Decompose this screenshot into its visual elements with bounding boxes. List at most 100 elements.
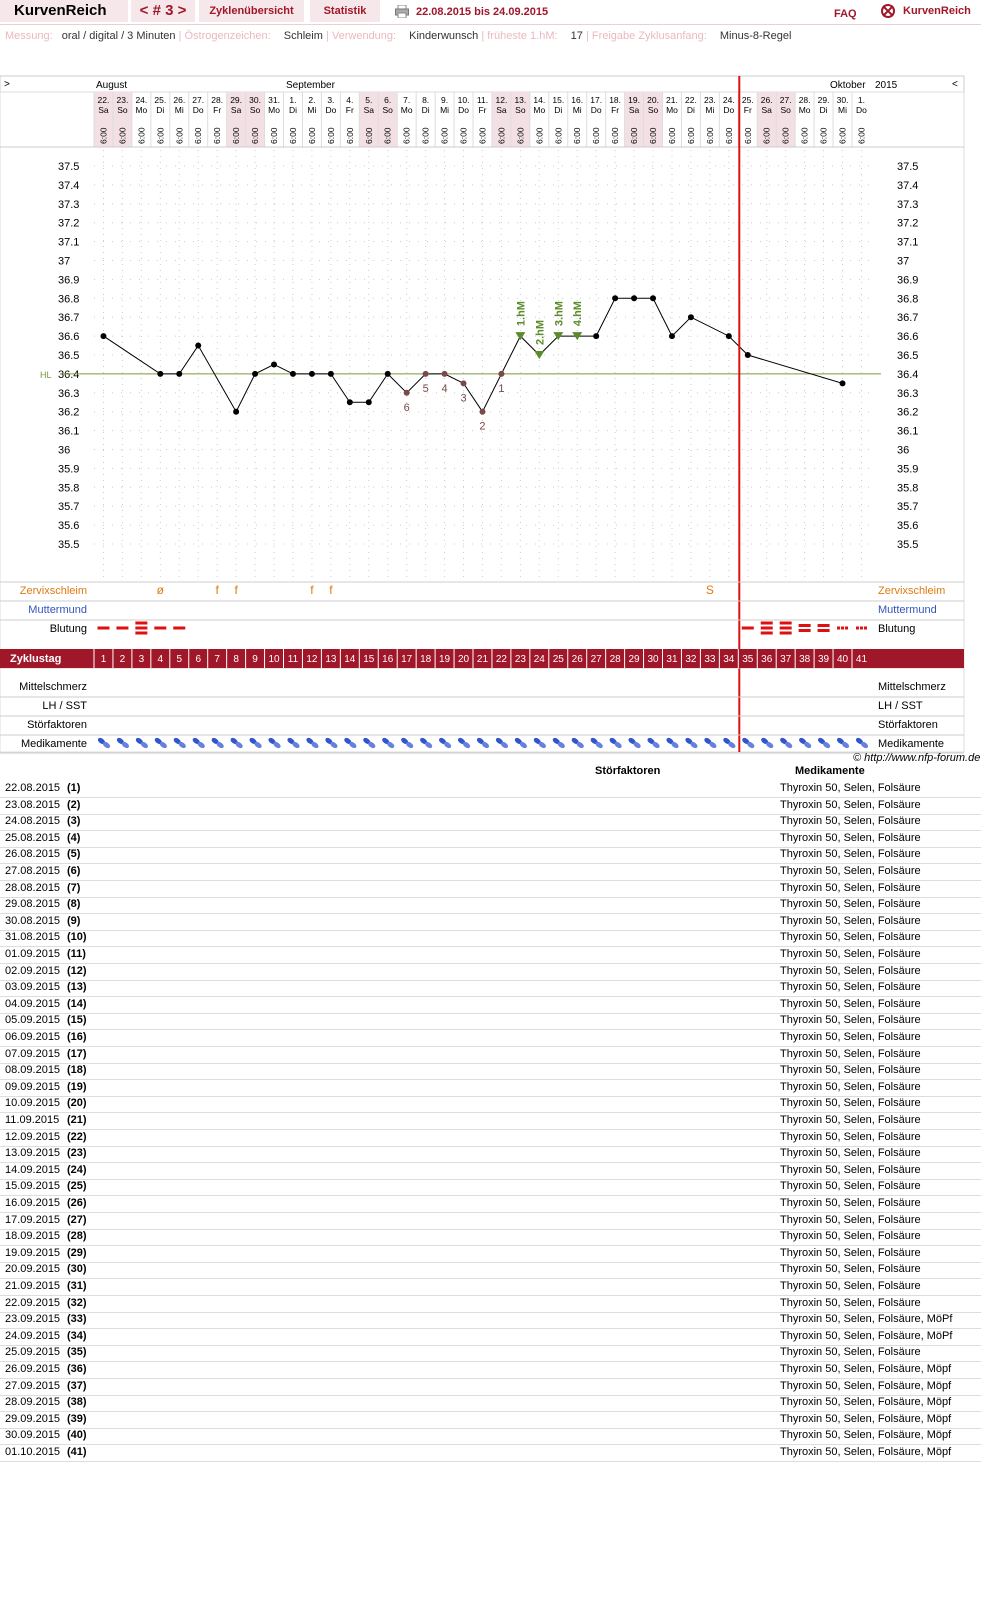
bleeding-spotting (845, 626, 849, 630)
medikamente-label-left: Medikamente (21, 738, 87, 750)
row-date: 14.09.2015 (5, 1163, 61, 1176)
pill-icon (135, 737, 143, 745)
time-label: 6:00 (383, 127, 393, 144)
y-tick-left: 37.3 (58, 199, 79, 211)
row-medication: Thyroxin 50, Selen, Folsäure (780, 848, 921, 861)
cycle-day-number: 40 (837, 654, 849, 665)
pill-icon (633, 741, 641, 749)
zervix-entry: f (329, 583, 333, 597)
weekday-label: Mo (135, 105, 147, 115)
pill-icon (723, 737, 731, 745)
muttermund-label-right: Muttermund (878, 604, 937, 616)
time-label: 6:00 (534, 127, 544, 144)
pill-icon (855, 737, 864, 745)
temperature-point (233, 408, 240, 415)
tab-statistics[interactable]: Statistik (310, 0, 380, 22)
print-icon[interactable] (395, 5, 409, 18)
lower-measurement-point (403, 389, 410, 396)
messung-label: Messung: (5, 30, 53, 42)
row-date: 23.09.2015 (5, 1313, 61, 1326)
weekend-shade (245, 92, 265, 147)
pill-icon (747, 741, 755, 749)
higher-measurement-marker (553, 332, 564, 341)
weekday-label: Di (289, 105, 297, 115)
y-tick-right: 35.8 (897, 482, 918, 494)
pill-icon (254, 741, 262, 749)
temperature-chart: > <August September Oktober 201522.Sa6:0023.… (0, 75, 965, 754)
cycle-day-number: 38 (799, 654, 811, 665)
row-cycle-day: (8) (67, 898, 81, 911)
row-medication: Thyroxin 50, Selen, Folsäure (780, 1296, 921, 1309)
row-medication: Thyroxin 50, Selen, Folsäure (780, 1163, 921, 1176)
verwendung-value: Kinderwunsch (409, 30, 479, 42)
bleeding-mark (760, 626, 773, 630)
pill-icon (230, 737, 238, 745)
date-label: 7. (403, 95, 410, 105)
cycle-day-number: 32 (685, 654, 697, 665)
y-tick-right: 37.3 (897, 199, 918, 211)
row-date: 17.09.2015 (5, 1213, 61, 1226)
time-label: 6:00 (307, 127, 317, 144)
lower-measurement-point (422, 370, 429, 377)
pill-icon (406, 741, 414, 749)
temperature-point (744, 352, 751, 358)
cycle-day-number: 39 (818, 654, 830, 665)
bleeding-mark (154, 626, 167, 630)
weekend-shade (112, 92, 132, 147)
temperature-point (271, 361, 278, 368)
cycle-day-number: 21 (477, 654, 489, 665)
table-row: 30.08.2015 (9) Thyroxin 50, Selen, Folsäur… (0, 913, 981, 931)
pill-icon (401, 737, 409, 745)
mittelschmerz-label-left: Mittelschmerz (19, 681, 87, 693)
cycle-day-number: 20 (458, 654, 470, 665)
row-date: 21.09.2015 (5, 1280, 61, 1292)
row-date: 05.09.2015 (5, 1014, 61, 1027)
cycle-day-number: 34 (723, 654, 735, 665)
y-tick-left: 36.8 (58, 293, 79, 305)
lower-measurement-point (498, 370, 505, 377)
table-row: 19.09.2015 (29) Thyroxin 50, Selen, Folsäu… (0, 1245, 981, 1263)
pill-icon (211, 737, 219, 745)
brand-title[interactable]: KurvenReich (0, 0, 128, 22)
bleeding-mark (779, 621, 792, 625)
cycle-day-number: 18 (420, 654, 432, 665)
time-label: 6:00 (515, 127, 525, 144)
row-date: 13.09.2015 (5, 1147, 61, 1160)
row-cycle-day: (29) (67, 1246, 87, 1259)
cycle-selector[interactable]: < # 3 > (131, 0, 195, 22)
table-row: 21.09.2015 (31) Thyroxin 50, Selen, Folsäu… (0, 1278, 981, 1296)
cycle-day-number: 6 (195, 654, 201, 665)
weekday-label: Sa (364, 105, 375, 115)
lower-measurement-point (441, 370, 448, 377)
weekday-label: Fr (346, 105, 354, 115)
month-label-august: August (96, 80, 127, 91)
bleeding-mark (798, 624, 811, 627)
weekday-label: Mo (799, 105, 811, 115)
date-label: 17. (590, 95, 602, 105)
table-row: 23.08.2015 (2) Thyroxin 50, Selen, Folsäur… (0, 797, 981, 815)
row-date: 28.08.2015 (5, 881, 61, 894)
lower-measurement-label: 4 (442, 383, 448, 395)
table-row: 10.09.2015 (20) Thyroxin 50, Selen, Folsäu… (0, 1095, 981, 1114)
table-row: 27.09.2015 (37) Thyroxin 50, Selen, Folsäu… (0, 1378, 981, 1396)
row-medication: Thyroxin 50, Selen, Folsäure, Möpf (780, 1363, 952, 1375)
table-row: 29.08.2015 (8) Thyroxin 50, Selen, Folsäur… (0, 896, 981, 915)
weekday-label: Sa (762, 105, 773, 115)
y-tick-right: 35.6 (897, 520, 918, 532)
lower-measurement-label: 3 (460, 392, 466, 404)
pill-icon (140, 741, 148, 749)
table-row: 30.09.2015 (40) Thyroxin 50, Selen, Folsäu… (0, 1427, 981, 1446)
y-tick-right: 36.6 (897, 331, 918, 343)
lower-measurement-label: 1 (498, 383, 504, 395)
stoerfaktoren-label-left: Störfaktoren (27, 719, 87, 731)
pill-icon (368, 741, 376, 749)
weekday-label: Di (820, 105, 828, 115)
date-label: 27. (780, 95, 792, 105)
cycle-period: 22.08.2015 bis 24.09.2015 (416, 6, 549, 18)
tab-cycle-overview[interactable]: Zyklenübersicht (199, 0, 304, 22)
row-cycle-day: (26) (67, 1197, 87, 1209)
faq-link[interactable]: FAQ (834, 8, 857, 20)
row-date: 20.09.2015 (5, 1263, 61, 1276)
weekday-label: Sa (231, 105, 242, 115)
date-label: 26. (761, 95, 773, 105)
